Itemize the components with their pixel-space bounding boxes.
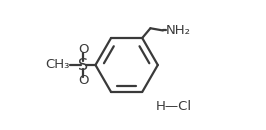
Text: S: S [78,57,89,73]
Text: O: O [78,74,89,87]
Text: NH₂: NH₂ [166,24,191,37]
Text: H—Cl: H—Cl [156,100,192,113]
Text: CH₃: CH₃ [45,58,69,72]
Text: O: O [78,43,89,56]
